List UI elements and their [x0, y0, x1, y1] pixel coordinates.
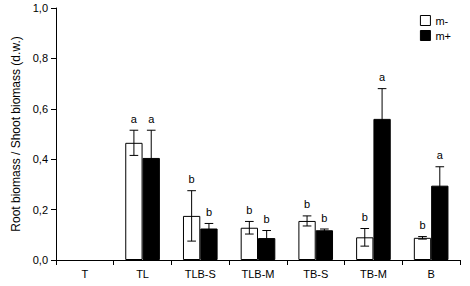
svg-text:a: a: [148, 113, 155, 125]
svg-text:1,0: 1,0: [33, 2, 48, 14]
svg-text:0,4: 0,4: [33, 153, 48, 165]
svg-text:a: a: [437, 149, 444, 161]
svg-text:b: b: [419, 219, 425, 231]
svg-text:b: b: [304, 198, 310, 210]
svg-text:TB-S: TB-S: [303, 268, 328, 280]
svg-text:TL: TL: [136, 268, 149, 280]
svg-text:b: b: [246, 204, 252, 216]
svg-text:b: b: [362, 211, 368, 223]
svg-text:b: b: [206, 206, 212, 218]
svg-text:Root biomass / Shoot biomass (: Root biomass / Shoot biomass (d.w.): [9, 36, 23, 231]
svg-text:0,6: 0,6: [33, 103, 48, 115]
svg-text:0,0: 0,0: [33, 254, 48, 266]
svg-text:m-: m-: [435, 15, 448, 27]
svg-text:b: b: [264, 213, 270, 225]
svg-text:TLB-S: TLB-S: [185, 268, 216, 280]
svg-text:TLB-M: TLB-M: [242, 268, 275, 280]
svg-text:0,8: 0,8: [33, 52, 48, 64]
svg-text:b: b: [189, 173, 195, 185]
svg-text:m+: m+: [435, 30, 451, 42]
svg-text:a: a: [379, 71, 386, 83]
svg-text:0,2: 0,2: [33, 204, 48, 216]
svg-text:T: T: [81, 268, 88, 280]
svg-text:a: a: [131, 113, 138, 125]
svg-text:b: b: [321, 212, 327, 224]
svg-text:TB-M: TB-M: [360, 268, 387, 280]
svg-text:B: B: [427, 268, 434, 280]
